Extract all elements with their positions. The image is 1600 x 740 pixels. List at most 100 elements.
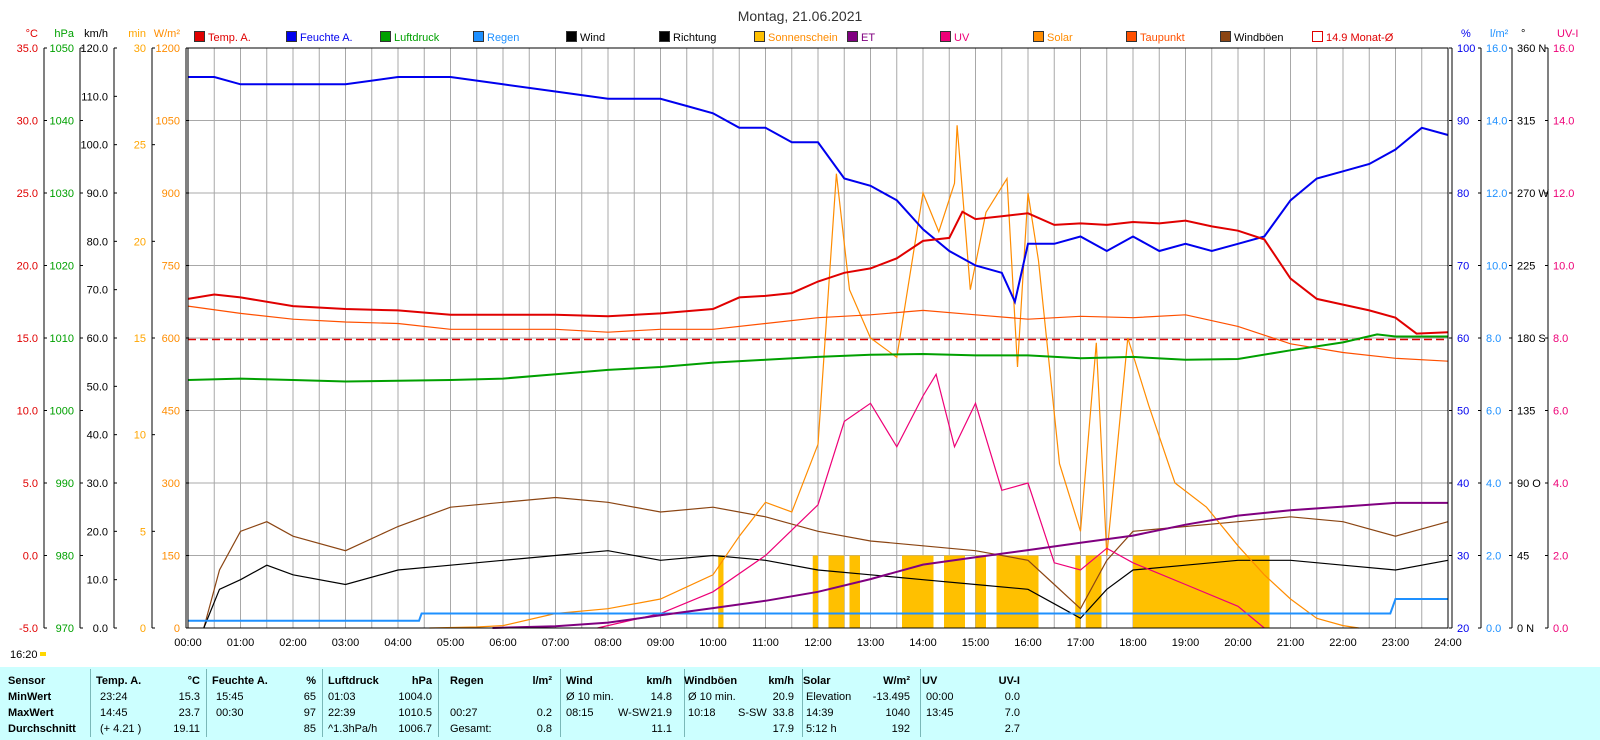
stats-cell: W-SW [618, 707, 650, 719]
press-unit-label: hPa [54, 28, 74, 40]
press-tick-label: 980 [56, 551, 74, 563]
stats-cell: 1006.7 [398, 723, 432, 735]
press-tick-label: 970 [56, 623, 74, 635]
rain-tick-label: 10.0 [1486, 261, 1507, 273]
legend-swatch [659, 31, 670, 42]
stats-cell: 20.9 [772, 691, 794, 703]
stats-cell: 13:45 [926, 707, 954, 719]
press-tick-label: 990 [56, 478, 74, 490]
legend-label: Sonnenschein [768, 32, 838, 44]
hum-tick-label: 50 [1457, 406, 1469, 418]
wind-tick-label: 80.0 [87, 236, 108, 248]
solar-unit-label: W/m² [154, 28, 181, 40]
chart-title: Montag, 21.06.2021 [738, 8, 863, 24]
stats-cell: km/h [768, 675, 794, 687]
rain-tick-label: 8.0 [1486, 333, 1501, 345]
legend-swatch [847, 31, 858, 42]
press-tick-label: 1010 [50, 333, 74, 345]
x-tick-label: 07:00 [542, 637, 570, 649]
series-et [492, 501, 1448, 629]
stats-cell: W/m² [883, 675, 910, 687]
sunshine-block [1133, 555, 1270, 628]
sunmin-tick-label: 30 [134, 43, 146, 55]
dir-tick-label: 225 [1517, 261, 1535, 273]
wind-tick-label: 10.0 [87, 575, 108, 587]
wind-tick-label: 20.0 [87, 526, 108, 538]
wind-tick-label: 100.0 [80, 140, 108, 152]
stats-cell: 19.11 [173, 723, 200, 735]
uvi-tick-label: 8.0 [1553, 333, 1568, 345]
sunshine-block [902, 555, 934, 628]
dir-tick-label: 90 O [1517, 478, 1541, 490]
stats-cell: Ø 10 min. [688, 691, 736, 703]
dir-tick-label: 270 W [1517, 188, 1549, 200]
stats-cell: 22:39 [328, 707, 356, 719]
stats-cell: Feuchte A. [212, 675, 268, 687]
sunshine-block [849, 555, 860, 628]
series-luftdruck [187, 333, 1448, 383]
weather-chart: Montag, 21.06.2021 35.0 30.0 25.0 20.0 15.0 1… [10, 8, 1578, 661]
sunshine-block [1085, 555, 1102, 628]
stats-cell: S-SW [738, 707, 767, 719]
temp-unit-label: °C [26, 28, 38, 40]
wind-unit-label: km/h [84, 28, 108, 40]
wind-tick-label: 120.0 [80, 43, 108, 55]
hum-tick-label: 30 [1457, 551, 1469, 563]
legend-label: Windböen [1234, 32, 1284, 44]
stats-cell: 15:45 [216, 691, 244, 703]
x-tick-label: 17:00 [1067, 637, 1095, 649]
stats-cell: 14.8 [650, 691, 672, 703]
uvi-tick-label: 2.0 [1553, 551, 1568, 563]
series-layer [187, 76, 1449, 629]
dir-tick-label: 180 S [1517, 333, 1546, 345]
solar-tick-label: 900 [162, 188, 180, 200]
dir-tick-label: 315 [1517, 116, 1535, 128]
x-tick-label: 00:00 [174, 637, 202, 649]
sunmin-unit-label: min [128, 28, 146, 40]
stats-cell: 7.0 [1004, 707, 1020, 719]
stats-cell: MinWert [8, 691, 52, 703]
hum-unit-label: % [1461, 28, 1471, 40]
press-tick-label: 1030 [50, 188, 74, 200]
uvi-tick-label: 16.0 [1553, 43, 1574, 55]
stats-cell: 65 [303, 691, 316, 703]
stats-cell: 23:24 [100, 691, 128, 703]
legend-item: Sonnenschein [754, 31, 838, 44]
hum-tick-label: 100 [1457, 43, 1475, 55]
hum-tick-label: 40 [1457, 478, 1469, 490]
x-tick-label: 20:00 [1224, 637, 1252, 649]
x-tick-label: 13:00 [857, 637, 885, 649]
rain-tick-label: 16.0 [1486, 43, 1507, 55]
solar-tick-label: 1050 [156, 116, 180, 128]
stats-cell: Durchschnitt [8, 723, 76, 735]
stats-cell: (+ 4.21 ) [100, 723, 142, 735]
sunshine-block [828, 555, 845, 628]
press-tick-label: 1050 [50, 43, 74, 55]
dir-tick-label: 0 N [1517, 623, 1534, 635]
hum-tick-label: 60 [1457, 333, 1469, 345]
stats-cell: 01:03 [328, 691, 356, 703]
x-tick-label: 21:00 [1277, 637, 1305, 649]
x-tick-label: 18:00 [1119, 637, 1147, 649]
x-tick-label: 09:00 [647, 637, 675, 649]
temp-tick-label: 5.0 [23, 478, 38, 490]
stats-cell: 85 [303, 723, 316, 735]
x-tick-label: 22:00 [1329, 637, 1357, 649]
stats-cell: 23.7 [178, 707, 200, 719]
wind-tick-label: 30.0 [87, 478, 108, 490]
legend-label: Taupunkt [1140, 32, 1185, 44]
sunmin-tick-label: 20 [134, 236, 146, 248]
sunmin-tick-label: 5 [140, 526, 146, 538]
stats-cell: 14:45 [100, 707, 128, 719]
legend-item: Richtung [659, 31, 716, 44]
x-tick-label: 15:00 [962, 637, 990, 649]
stats-cell: Gesamt: [450, 723, 492, 735]
time-left-label: 16:20 [10, 649, 38, 661]
x-tick-label: 01:00 [227, 637, 255, 649]
legend-label: Wind [580, 32, 606, 44]
rain-unit-label: l/m² [1490, 28, 1509, 40]
legend-item: Feuchte A. [286, 31, 353, 44]
stats-cell: 2.7 [1004, 723, 1020, 735]
temp-tick-label: 30.0 [17, 116, 38, 128]
stats-cell: 08:15 [566, 707, 594, 719]
